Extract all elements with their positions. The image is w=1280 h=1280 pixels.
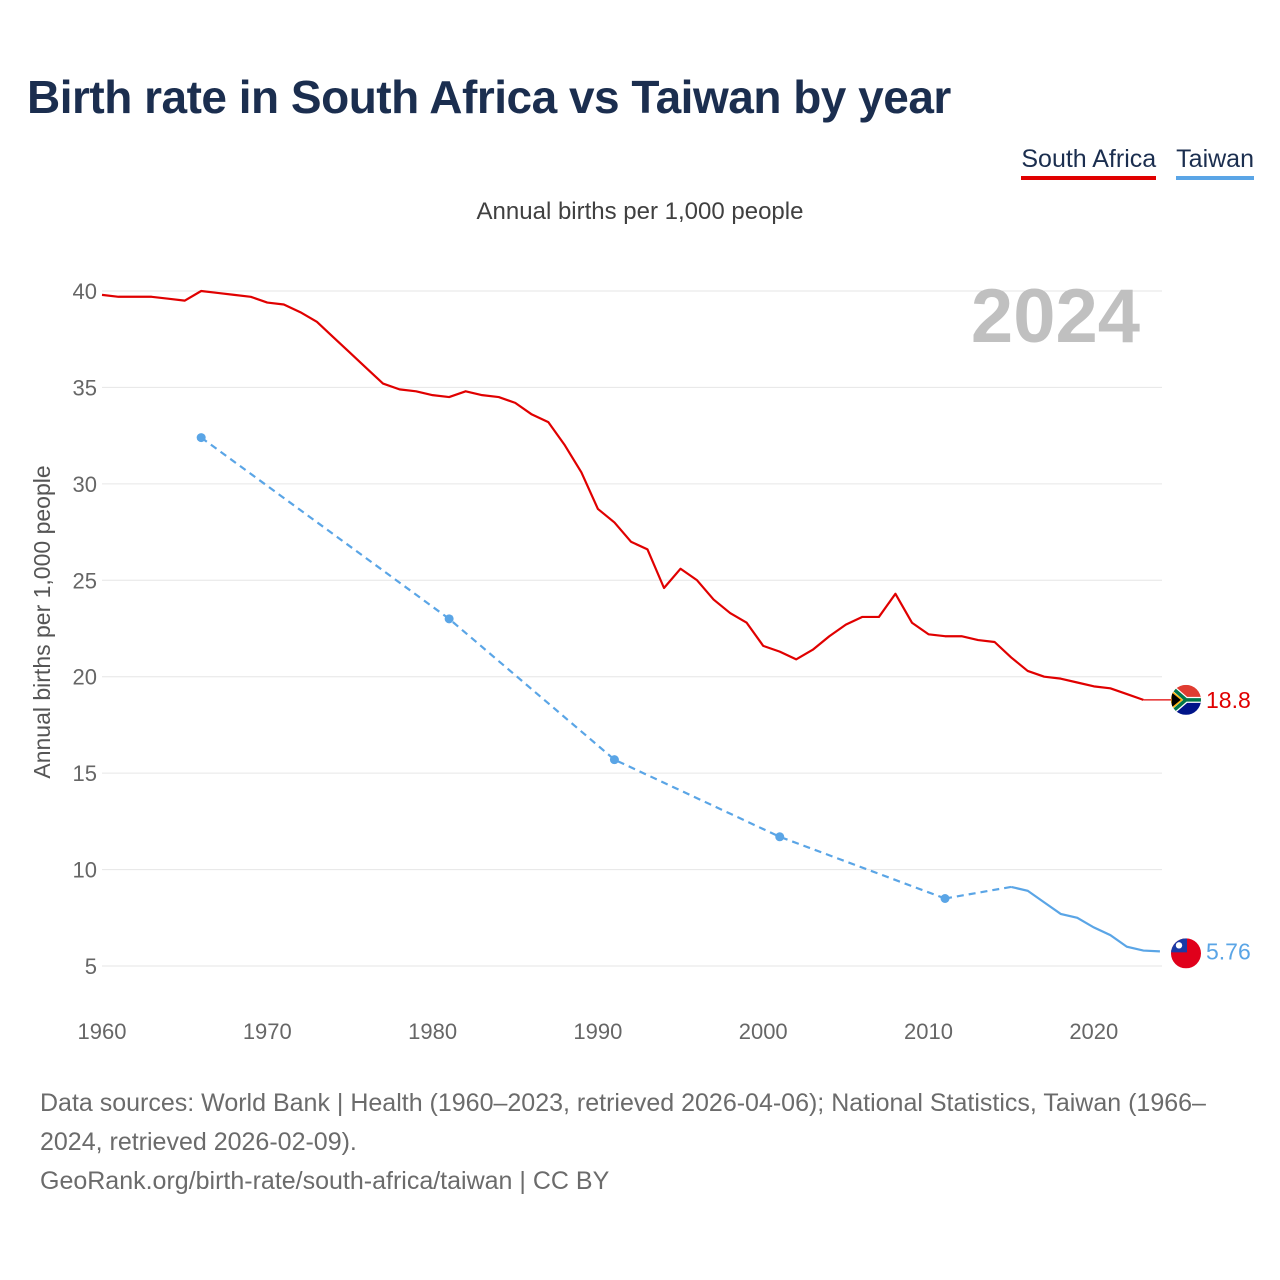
series-layer: 18.8 5.76 [101, 289, 1251, 969]
y-tick-label: 20 [73, 665, 97, 690]
taiwan-point [444, 614, 454, 624]
x-tick-label: 1970 [243, 1019, 292, 1044]
flag-south-africa-icon [1171, 684, 1201, 715]
series-line-south-africa [101, 289, 1144, 701]
chart-subtitle: Annual births per 1,000 people [476, 198, 804, 225]
series-line-taiwan-dashed [200, 436, 946, 900]
y-axis-label: Annual births per 1,000 people [29, 465, 55, 778]
y-tick-label: 10 [73, 858, 97, 883]
axis-layer: 5 10 15 20 25 30 35 40 1960 1970 1980 1990 2000 2010 2… [73, 279, 1119, 1044]
end-label-taiwan: 5.76 [1206, 938, 1251, 964]
flag-black [1171, 689, 1184, 711]
legend: South Africa Taiwan [1021, 145, 1254, 180]
taiwan-point [775, 832, 785, 842]
x-tick-label: 1960 [78, 1019, 127, 1044]
year-watermark: 2024 [971, 274, 1140, 359]
y-tick-label: 5 [85, 954, 97, 979]
x-tick-label: 1980 [408, 1019, 457, 1044]
y-tick-label: 40 [73, 279, 97, 304]
flag-body [1171, 684, 1201, 715]
chart-title: Birth rate in South Africa vs Taiwan by … [27, 71, 951, 123]
series-line-taiwan-bridge [944, 885, 1012, 900]
footer: Data sources: World Bank | Health (1960–… [40, 1084, 1255, 1201]
legend-taiwan[interactable]: Taiwan [1176, 145, 1254, 180]
flag-taiwan-icon [1171, 938, 1201, 969]
series-line-taiwan-solid [1010, 885, 1160, 953]
taiwan-point [940, 894, 950, 903]
credit-link[interactable]: GeoRank.org/birth-rate/south-africa/taiw… [40, 1167, 610, 1195]
x-tick-label: 2010 [904, 1019, 953, 1044]
x-tick-label: 2020 [1069, 1019, 1118, 1044]
y-tick-label: 30 [73, 472, 97, 497]
y-tick-label: 15 [73, 761, 97, 786]
legend-south-africa[interactable]: South Africa [1021, 145, 1157, 180]
y-tick-label: 35 [73, 375, 97, 400]
x-tick-label: 1990 [573, 1019, 622, 1044]
taiwan-point [609, 755, 619, 765]
grid-layer [102, 290, 1162, 967]
taiwan-point [196, 433, 206, 443]
flag-sun [1175, 942, 1183, 949]
y-tick-label: 25 [73, 568, 97, 593]
flag-body [1171, 938, 1201, 969]
data-sources: Data sources: World Bank | Health (1960–… [40, 1089, 1206, 1156]
end-label-south-africa: 18.8 [1206, 687, 1251, 713]
x-tick-label: 2000 [739, 1019, 788, 1044]
